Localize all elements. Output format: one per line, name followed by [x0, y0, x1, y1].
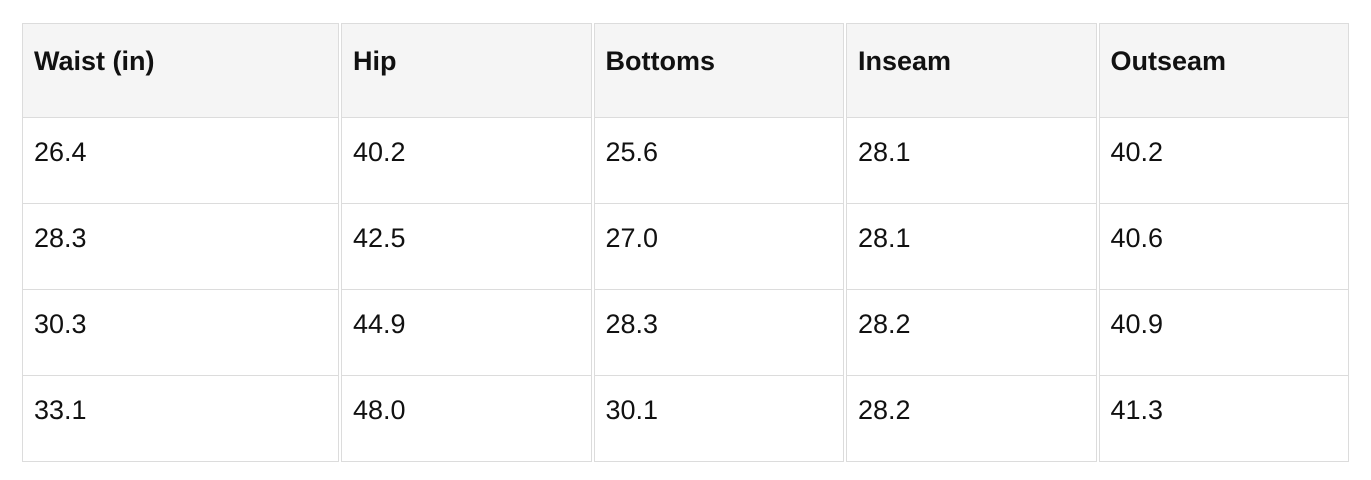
column-header-bottoms: Bottoms	[593, 23, 844, 118]
table-cell: 27.0	[593, 204, 844, 290]
table-cell: 42.5	[341, 204, 592, 290]
table-row: 28.3 42.5 27.0 28.1 40.6	[22, 204, 1349, 290]
table-row: 26.4 40.2 25.6 28.1 40.2	[22, 118, 1349, 204]
table-cell: 40.6	[1098, 204, 1349, 290]
table-cell: 28.3	[22, 204, 339, 290]
table-cell: 40.2	[1098, 118, 1349, 204]
table-cell: 28.1	[846, 204, 1097, 290]
table-cell: 28.3	[593, 290, 844, 376]
table-cell: 28.1	[846, 118, 1097, 204]
table-head: Waist (in) Hip Bottoms Inseam Outseam	[22, 23, 1349, 118]
table-cell: 26.4	[22, 118, 339, 204]
table-cell: 30.3	[22, 290, 339, 376]
table-cell: 41.3	[1098, 376, 1349, 462]
column-header-hip: Hip	[341, 23, 592, 118]
table-cell: 25.6	[593, 118, 844, 204]
column-header-waist-in: Waist (in)	[22, 23, 339, 118]
size-chart-table: Waist (in) Hip Bottoms Inseam Outseam 26.4 40…	[20, 23, 1351, 462]
column-header-inseam: Inseam	[846, 23, 1097, 118]
size-chart-page: Waist (in) Hip Bottoms Inseam Outseam 26.4 40…	[20, 23, 1351, 462]
table-cell: 28.2	[846, 290, 1097, 376]
table-cell: 28.2	[846, 376, 1097, 462]
table-cell: 40.9	[1098, 290, 1349, 376]
column-header-outseam: Outseam	[1098, 23, 1349, 118]
table-cell: 30.1	[593, 376, 844, 462]
table-row: 33.1 48.0 30.1 28.2 41.3	[22, 376, 1349, 462]
table-cell: 48.0	[341, 376, 592, 462]
table-cell: 40.2	[341, 118, 592, 204]
table-row: 30.3 44.9 28.3 28.2 40.9	[22, 290, 1349, 376]
table-body: 26.4 40.2 25.6 28.1 40.2 28.3 42.5 27.0 28.1 40.6…	[22, 118, 1349, 462]
table-cell: 44.9	[341, 290, 592, 376]
header-row: Waist (in) Hip Bottoms Inseam Outseam	[22, 23, 1349, 118]
table-cell: 33.1	[22, 376, 339, 462]
